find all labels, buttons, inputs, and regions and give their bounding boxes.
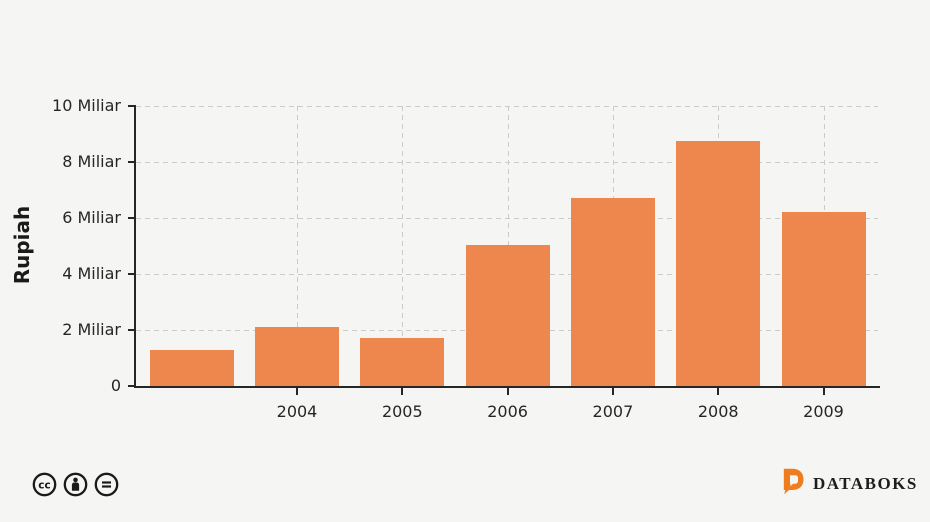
- y-tick-label: 2 Miliar: [62, 320, 121, 339]
- databoks-d-icon: [781, 468, 806, 499]
- y-tick-label: 8 Miliar: [62, 152, 121, 171]
- x-tick-label: 2005: [381, 402, 423, 421]
- bar: [465, 244, 550, 386]
- bar: [255, 327, 339, 386]
- x-tick-mark: [717, 388, 720, 395]
- bar: [149, 349, 234, 386]
- y-tick-label: 4 Miliar: [62, 264, 121, 283]
- bar: [676, 141, 761, 386]
- y-tick-mark: [128, 385, 136, 387]
- x-tick-label: 2007: [592, 402, 634, 421]
- y-tick-label: 6 Miliar: [62, 208, 121, 227]
- y-tick-mark: [128, 329, 136, 331]
- bar: [570, 198, 655, 386]
- x-tick-mark: [822, 388, 825, 395]
- y-tick-mark: [128, 105, 136, 107]
- x-tick-label: 2006: [487, 402, 528, 421]
- attribution-icon: [63, 472, 88, 501]
- y-tick-mark: [128, 217, 136, 219]
- x-tick-mark: [401, 388, 404, 395]
- x-axis-spine: [134, 386, 880, 388]
- x-tick-mark: [506, 388, 509, 395]
- gridline-horizontal: [136, 162, 878, 163]
- x-tick-label: 2004: [276, 402, 318, 421]
- y-tick-mark: [128, 161, 136, 163]
- x-tick-mark: [611, 388, 614, 395]
- y-tick-mark: [128, 273, 136, 275]
- bar: [360, 338, 445, 386]
- license-badges: cc: [32, 472, 119, 501]
- bar: [781, 212, 866, 386]
- x-tick-label: 2009: [803, 402, 844, 421]
- plot-area: [136, 106, 878, 386]
- gridline-vertical: [297, 106, 298, 386]
- gridline-horizontal: [136, 106, 878, 107]
- y-tick-label: 10 Miliar: [52, 96, 121, 115]
- gridline-horizontal: [136, 218, 878, 219]
- databoks-logo: DATABOKS: [781, 468, 918, 499]
- x-tick-mark: [296, 388, 298, 395]
- gridline-vertical: [402, 106, 404, 386]
- brand-name: DATABOKS: [813, 474, 918, 493]
- no-derivatives-icon: [94, 472, 119, 501]
- y-axis-spine: [134, 106, 136, 388]
- svg-text:cc: cc: [38, 479, 50, 491]
- x-tick-label: 2008: [697, 402, 739, 421]
- y-tick-label: 0: [110, 376, 121, 395]
- cc-icon: cc: [32, 472, 57, 501]
